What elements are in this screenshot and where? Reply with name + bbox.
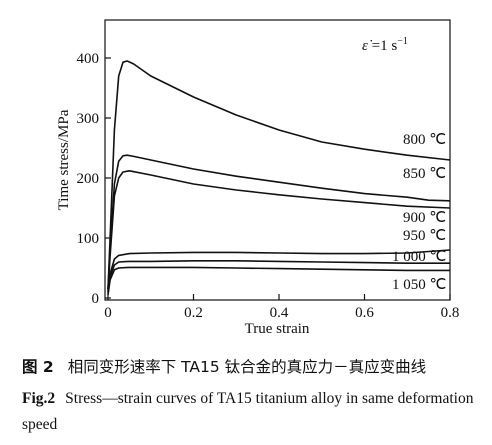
series-label: 1 050 ℃ (392, 277, 446, 293)
series-line (107, 154, 451, 290)
caption-chinese-text: 相同变形速率下 TA15 钛合金的真应力－真应变曲线 (67, 358, 427, 376)
stress-strain-chart: 0 0.2 0.4 0.6 0.8 0 100 200 300 400 800 ℃ 850 ℃ 900… (56, 19, 460, 337)
y-tick-label: 400 (77, 51, 100, 67)
series-line (107, 260, 450, 294)
x-tick-label: 0.6 (355, 305, 374, 321)
y-tick-label: 0 (92, 291, 100, 307)
y-axis-label: Time stress/MPa (56, 109, 72, 210)
series-label: 1 000 ℃ (392, 249, 446, 265)
series-line (107, 249, 451, 293)
x-tick-label: 0.2 (184, 305, 203, 321)
caption-chinese: 图 2 相同变形速率下 TA15 钛合金的真应力－真应变曲线 (22, 355, 426, 377)
caption-english-label: Fig.2 (22, 390, 56, 407)
y-tick-label: 300 (77, 111, 100, 127)
series-line (107, 60, 451, 290)
x-tick-label: 0.4 (270, 305, 289, 321)
caption-english-text: Stress—strain curves of TA15 titanium al… (22, 390, 474, 433)
strain-rate-annotation: ε̇ =1 s−1 (362, 36, 408, 54)
y-tick-label: 100 (77, 231, 100, 247)
series-line (107, 266, 450, 296)
series-line (107, 170, 451, 291)
series-label: 800 ℃ (403, 132, 446, 148)
y-tick-label: 200 (77, 171, 100, 187)
caption-english: Fig.2 Stress—strain curves of TA15 titani… (22, 386, 482, 438)
series-label: 850 ℃ (403, 166, 446, 182)
series-label: 950 ℃ (403, 228, 446, 244)
series-label: 900 ℃ (403, 210, 446, 226)
x-tick-label: 0.8 (441, 305, 460, 321)
caption-chinese-label: 图 2 (22, 358, 54, 376)
x-tick-label: 0 (104, 305, 112, 321)
x-axis-label: True strain (245, 321, 310, 337)
plot-frame (104, 19, 451, 301)
